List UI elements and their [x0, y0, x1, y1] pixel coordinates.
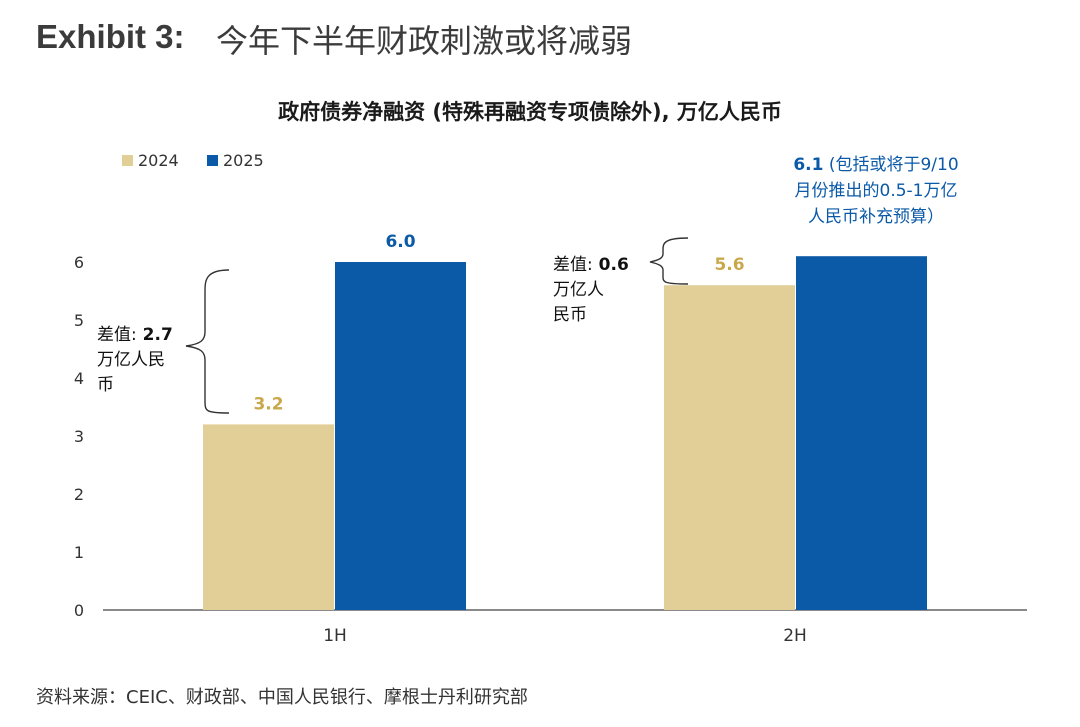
- data-label: 6.0: [385, 232, 415, 252]
- x-tick-label: 2H: [783, 626, 807, 646]
- bar-2024-1H: [203, 424, 334, 610]
- brace-2h-gap: [649, 237, 689, 285]
- exhibit-header: Exhibit 3: 今年下半年财政刺激或将减弱: [0, 0, 1080, 80]
- annotation-2h-2025-note: 6.1 (包括或将于9/10 月份推出的0.5-1万亿人民币补充预算）: [793, 155, 958, 227]
- legend-swatch: [207, 155, 218, 166]
- y-tick-label: 6: [74, 253, 84, 272]
- legend-label: 2025: [223, 151, 264, 170]
- y-tick-label: 2: [74, 485, 84, 504]
- brace-1h-gap: [185, 269, 230, 414]
- data-label: 5.6: [714, 255, 744, 275]
- source-note: 资料来源：CEIC、财政部、中国人民银行、摩根士丹利研究部: [36, 687, 528, 708]
- y-tick-label: 3: [74, 427, 84, 446]
- bar-2025-1H: [335, 262, 466, 610]
- y-tick-label: 1: [74, 543, 84, 562]
- annotation-gap-1h: 差值: 2.7 万亿人民币: [97, 325, 173, 395]
- data-label: 3.2: [253, 394, 283, 414]
- legend-swatch: [122, 155, 133, 166]
- y-tick-label: 5: [74, 311, 84, 330]
- bar-2024-2H: [664, 285, 795, 610]
- y-tick-label: 0: [74, 601, 84, 620]
- legend-label: 2024: [138, 151, 179, 170]
- chart-title: 政府债券净融资 (特殊再融资专项债除外), 万亿人民币: [278, 100, 782, 124]
- annotation-gap-2h: 差值: 0.6 万亿人民币: [553, 255, 629, 325]
- y-tick-label: 4: [74, 369, 84, 388]
- x-tick-label: 1H: [323, 626, 347, 646]
- exhibit-label: Exhibit 3:: [36, 18, 185, 55]
- exhibit-title: 今年下半年财政刺激或将减弱: [216, 22, 633, 60]
- bar-2025-2H: [796, 256, 927, 610]
